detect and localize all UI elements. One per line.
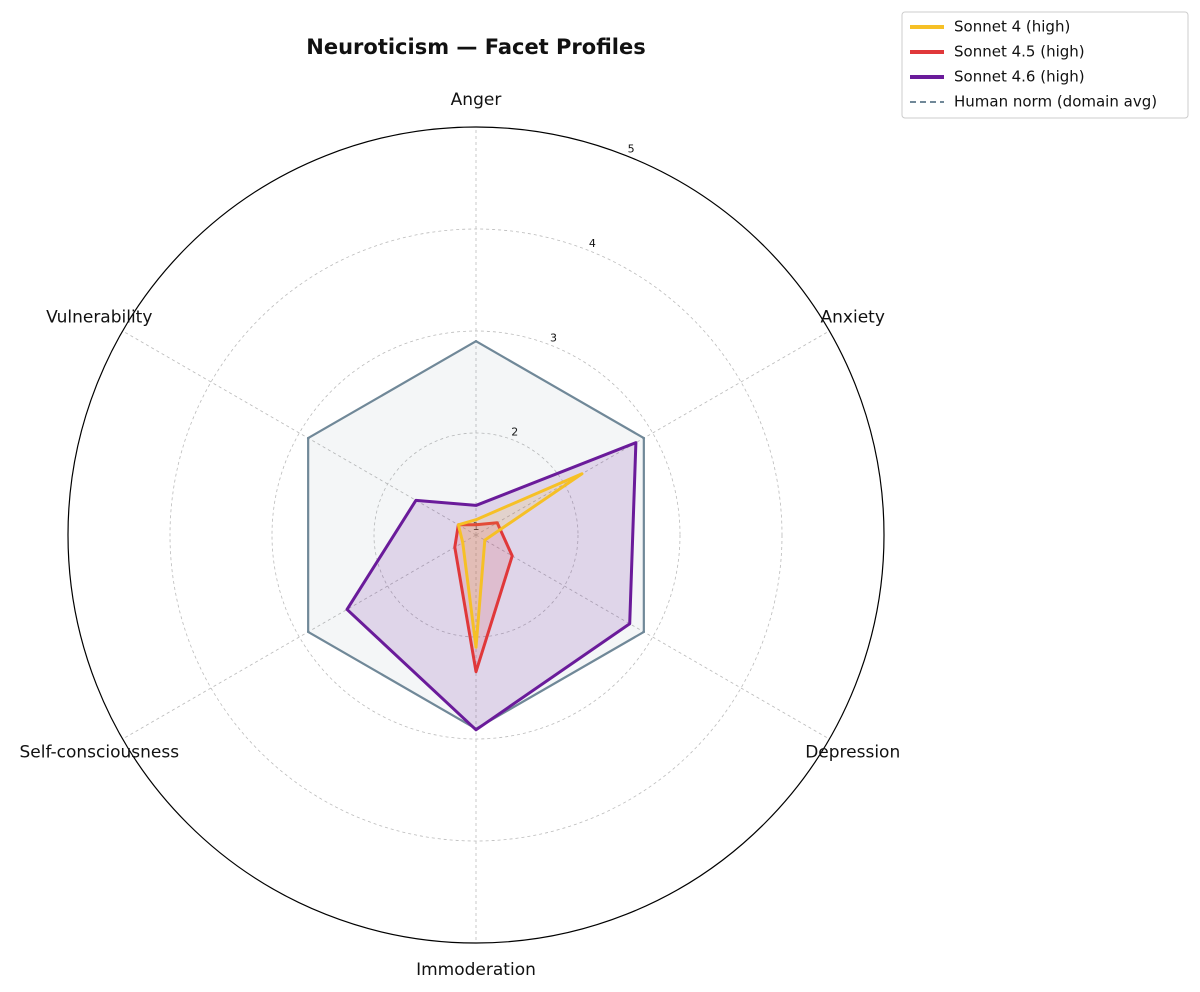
series-area bbox=[347, 442, 636, 730]
vertex bbox=[580, 472, 584, 475]
legend-label: Sonnet 4.6 (high) bbox=[954, 68, 1085, 86]
vertex bbox=[453, 546, 456, 549]
spoke bbox=[122, 534, 477, 740]
spoke bbox=[475, 534, 830, 740]
category-label: Anxiety bbox=[821, 308, 885, 328]
vertex bbox=[474, 523, 478, 526]
vertex bbox=[345, 608, 349, 611]
r-tick-label: 3 bbox=[550, 331, 557, 344]
category-label: Self-consciousness bbox=[19, 743, 179, 763]
vertex bbox=[474, 728, 478, 732]
vertex bbox=[642, 630, 646, 634]
category-label: Depression bbox=[805, 743, 900, 763]
category-label: Vulnerability bbox=[46, 308, 152, 328]
r-tick-label: 5 bbox=[628, 143, 635, 156]
legend-box bbox=[901, 11, 1189, 119]
category-label: Anger bbox=[451, 90, 502, 110]
vertex bbox=[628, 622, 631, 625]
vertex bbox=[634, 441, 638, 444]
series-area bbox=[308, 341, 644, 729]
legend-label: Human norm (domain avg) bbox=[954, 93, 1157, 111]
vertex bbox=[483, 538, 487, 542]
vertex bbox=[306, 436, 310, 440]
vertex bbox=[511, 554, 514, 558]
legend-label: Sonnet 4 (high) bbox=[954, 18, 1070, 36]
vertex bbox=[474, 670, 478, 673]
grid-ring bbox=[373, 432, 579, 638]
vertex bbox=[414, 499, 418, 502]
vertex bbox=[474, 646, 478, 649]
chart-title: Neuroticism — Facet Profiles bbox=[306, 35, 645, 59]
vertex bbox=[642, 436, 646, 440]
series-area bbox=[458, 473, 583, 648]
vertex bbox=[474, 518, 478, 521]
vertex bbox=[474, 340, 478, 343]
category-label: Immoderation bbox=[416, 960, 536, 980]
vertex bbox=[461, 541, 464, 544]
series-area bbox=[454, 522, 513, 672]
vertex bbox=[474, 504, 478, 507]
vertex bbox=[496, 521, 499, 524]
vertex bbox=[306, 630, 310, 634]
spoke bbox=[475, 330, 830, 536]
r-tick-label: 2 bbox=[511, 426, 518, 439]
vertex bbox=[457, 523, 460, 526]
r-tick-label: 4 bbox=[589, 237, 596, 250]
legend-label: Sonnet 4.5 (high) bbox=[954, 43, 1085, 61]
outer-ring bbox=[67, 126, 885, 944]
legend: Sonnet 4 (high) Sonnet 4.5 (high) Sonnet 4… bbox=[901, 11, 1189, 119]
